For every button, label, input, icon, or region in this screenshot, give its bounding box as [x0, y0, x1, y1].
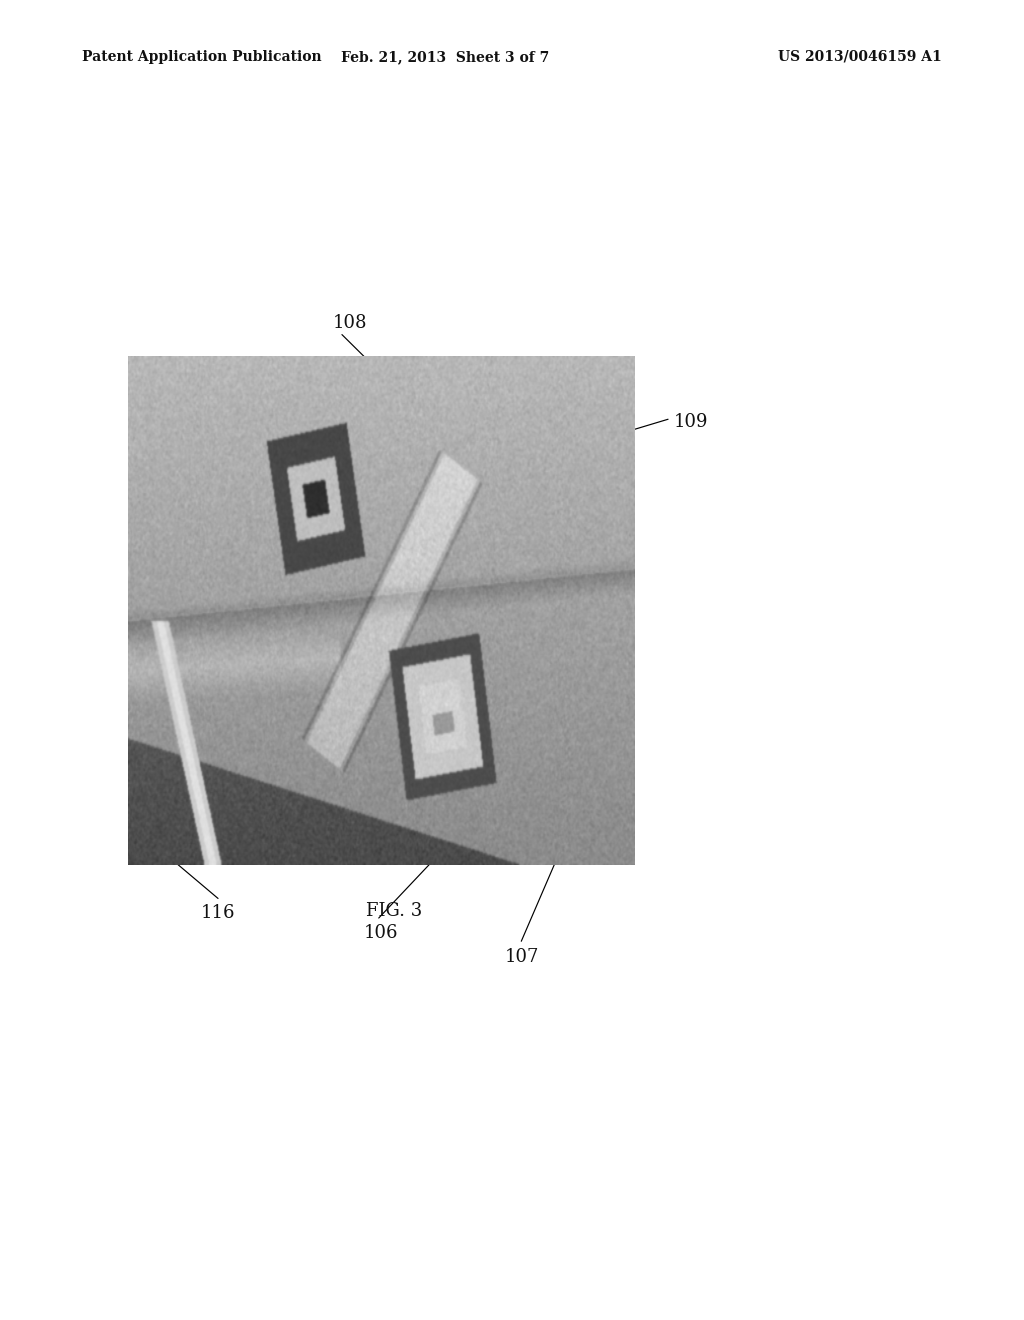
Text: Patent Application Publication: Patent Application Publication	[82, 50, 322, 63]
Text: Feb. 21, 2013  Sheet 3 of 7: Feb. 21, 2013 Sheet 3 of 7	[341, 50, 550, 63]
Text: 109: 109	[674, 413, 709, 432]
Text: FIG. 3: FIG. 3	[367, 902, 422, 920]
Text: 116: 116	[201, 904, 236, 923]
Text: 108: 108	[333, 314, 368, 333]
Text: US 2013/0046159 A1: US 2013/0046159 A1	[778, 50, 942, 63]
Text: 107: 107	[505, 948, 540, 966]
Text: 106: 106	[364, 924, 398, 942]
